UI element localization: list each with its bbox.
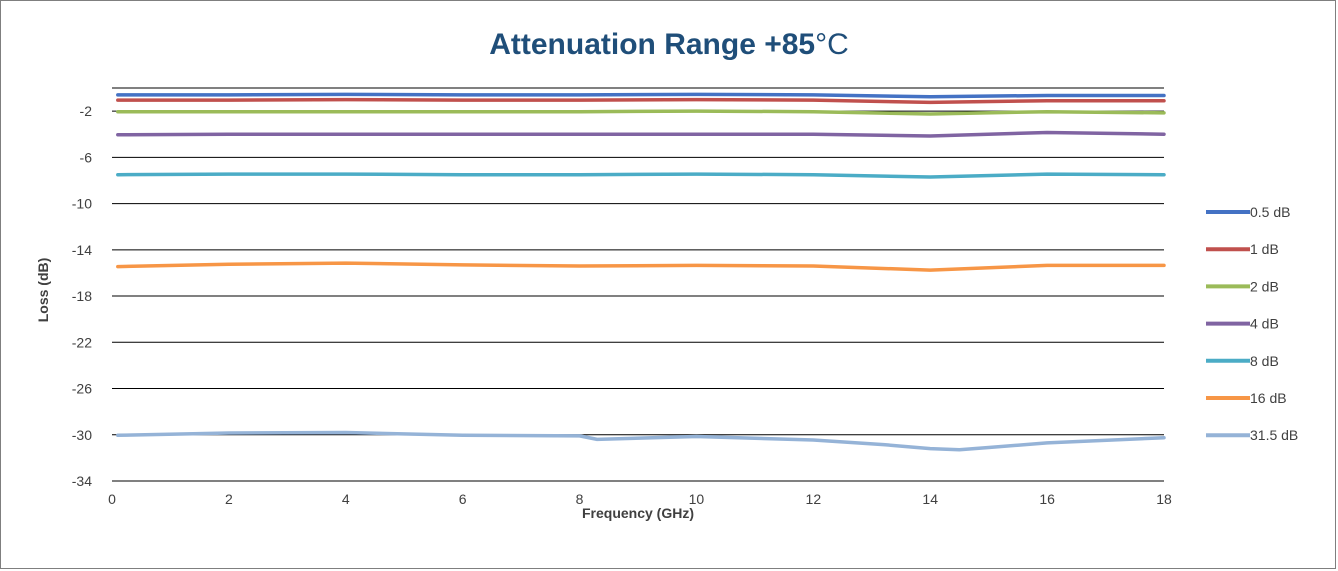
series-line-1 [116,97,1166,105]
series-line-2 [116,109,1166,116]
y-tick-label: -14 [72,242,92,258]
legend-label: 4 dB [1250,316,1279,332]
x-axis-title: Frequency (GHz) [582,505,694,521]
series-line-6 [116,430,1166,452]
legend-label: 31.5 dB [1250,427,1298,443]
y-tick-label: -26 [72,381,92,397]
x-tick-label: 10 [689,491,705,507]
y-axis-title: Loss (dB) [35,258,51,323]
x-tick-label: 6 [459,491,467,507]
series-line-0 [116,92,1166,99]
legend: 0.5 dB 1 dB 2 dB 4 dB 8 dB 16 dB 31.5 dB [1206,204,1298,443]
y-tick-label: -34 [72,473,92,489]
series-lines [116,92,1166,452]
x-tick-label: 16 [1039,491,1055,507]
x-tick-label: 0 [108,491,116,507]
x-tick-label: 4 [342,491,350,507]
gridlines [112,87,1164,482]
y-tick-label: -18 [72,288,92,304]
series-line-5 [116,261,1166,272]
legend-label: 8 dB [1250,353,1279,369]
legend-label: 16 dB [1250,390,1287,406]
legend-label: 1 dB [1250,241,1279,257]
series-line-3 [116,130,1166,138]
x-tick-label: 12 [806,491,822,507]
x-tick-label: 8 [576,491,584,507]
y-tick-label: -10 [72,196,92,212]
series-line-4 [116,172,1166,179]
chart-title: Attenuation Range +85°C [0,28,1338,62]
y-axis-ticks: -2 -6 -10 -14 -18 -22 -26 -30 -34 [72,103,92,489]
legend-label: 2 dB [1250,278,1279,294]
y-tick-label: -2 [80,103,93,119]
y-tick-label: -6 [80,149,93,165]
y-tick-label: -22 [72,334,92,350]
legend-label: 0.5 dB [1250,204,1290,220]
x-tick-label: 18 [1156,491,1172,507]
x-axis-ticks: 0 2 4 6 8 10 12 14 16 18 [108,491,1172,507]
chart-title-unit: °C [815,28,849,61]
y-tick-label: -30 [72,427,92,443]
x-tick-label: 2 [225,491,233,507]
x-tick-label: 14 [922,491,938,507]
chart-title-text: Attenuation Range +85 [489,28,816,61]
